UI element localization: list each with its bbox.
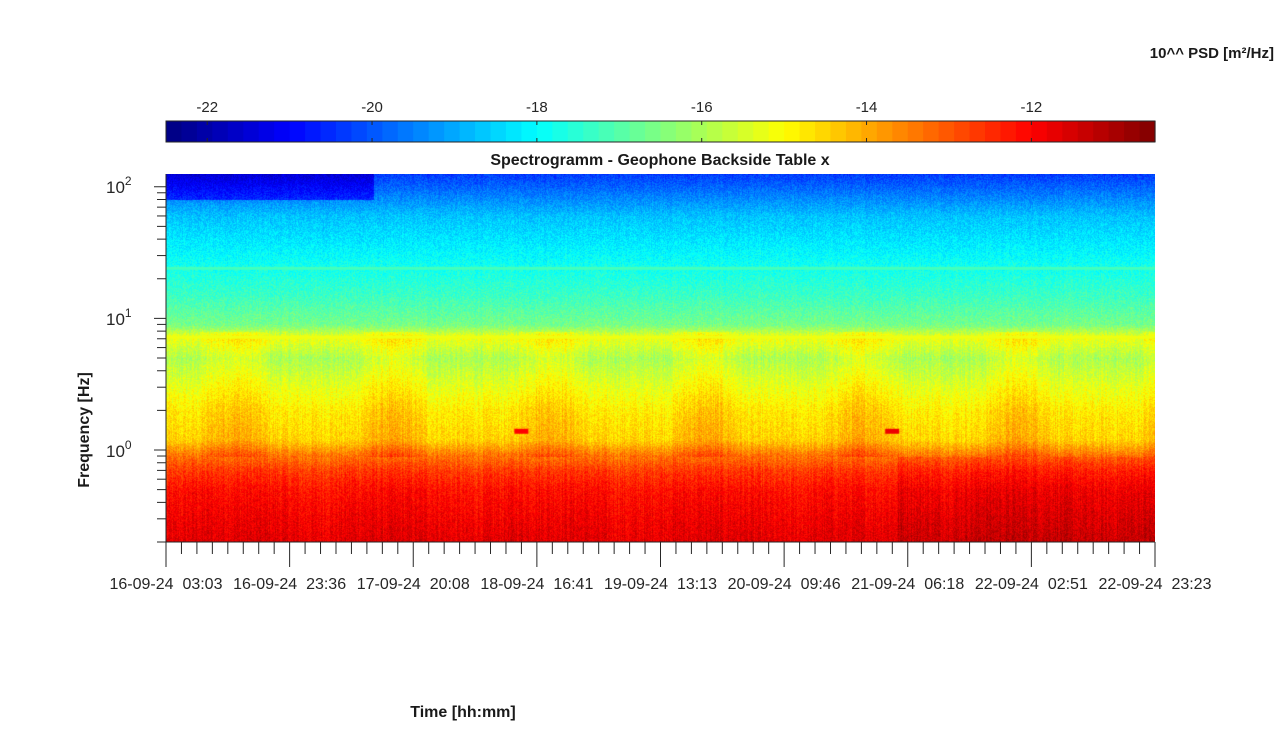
colorbar-cell — [583, 121, 600, 142]
colorbar-cell — [675, 121, 692, 142]
colorbar-cell — [243, 121, 260, 142]
colorbar-cell — [923, 121, 940, 142]
colorbar-cell — [567, 121, 584, 142]
colorbar-cell — [737, 121, 754, 142]
y-tick-label: 101 — [106, 306, 132, 329]
colorbar-cell — [552, 121, 569, 142]
x-tick-labels: 16-09-24 03:03 16-09-24 23:36 17-09-24 20:… — [110, 576, 1212, 593]
colorbar-cell — [289, 121, 306, 142]
colorbar-cell — [212, 121, 229, 142]
colorbar-cell — [459, 121, 476, 142]
colorbar-cell — [536, 121, 553, 142]
colorbar-cell — [196, 121, 213, 142]
colorbar-tick-label: -22 — [196, 99, 218, 116]
colorbar-cell — [166, 121, 183, 142]
y-tick-label: 102 — [106, 174, 132, 197]
colorbar-cell — [753, 121, 770, 142]
x-axis-label: Time [hh:mm] — [410, 704, 515, 721]
x-tick-label: 16-09-24 03:03 — [110, 576, 223, 593]
colorbar-cell — [1124, 121, 1141, 142]
x-tick-label: 20-09-24 09:46 — [728, 576, 841, 593]
colorbar-cell — [938, 121, 955, 142]
colorbar-cell — [907, 121, 924, 142]
x-tick-label: 17-09-24 20:08 — [357, 576, 470, 593]
colorbar-cell — [784, 121, 801, 142]
colorbar-cell — [258, 121, 275, 142]
colorbar-cell — [1015, 121, 1032, 142]
spectrogram-image — [166, 174, 1155, 542]
colorbar-cell — [985, 121, 1002, 142]
x-axis-ticks — [165, 542, 1156, 567]
colorbar-cell — [1093, 121, 1110, 142]
colorbar-cell — [645, 121, 662, 142]
colorbar-cell — [351, 121, 368, 142]
y-tick-label: 100 — [106, 438, 132, 461]
colorbar-cell — [799, 121, 816, 142]
colorbar-cell — [521, 121, 538, 142]
colorbar-cell — [1000, 121, 1017, 142]
x-tick-label: 21-09-24 06:18 — [851, 576, 964, 593]
colorbar-cell — [722, 121, 739, 142]
colorbar-cell — [181, 121, 198, 142]
colorbar-cell — [335, 121, 353, 142]
colorbar-cell — [1108, 121, 1125, 142]
colorbar-cell — [444, 121, 461, 142]
colorbar-cell — [413, 121, 430, 142]
colorbar-cell — [768, 121, 785, 142]
colorbar-cell — [227, 121, 244, 142]
colorbar-label: 10^^ PSD [m²/Hz] — [1150, 45, 1274, 62]
colorbar-cell — [706, 121, 723, 142]
colorbar-cell — [428, 121, 445, 142]
colorbar-cell — [629, 121, 646, 142]
colorbar-cell — [475, 121, 492, 142]
colorbar-cell — [598, 121, 615, 142]
x-tick-label: 18-09-24 16:41 — [480, 576, 593, 593]
colorbar-cell — [505, 121, 523, 142]
colorbar-cell — [1139, 121, 1156, 142]
colorbar-cell — [1046, 121, 1063, 142]
colorbar-cell — [861, 121, 878, 142]
colorbar-cell — [969, 121, 986, 142]
x-tick-label: 22-09-24 23:23 — [1099, 576, 1212, 593]
colorbar-cell — [815, 121, 832, 142]
colorbar-tick-label: -12 — [1021, 99, 1043, 116]
y-tick-labels: 100 101 102 — [106, 174, 132, 461]
colorbar-tick-label: -16 — [691, 99, 713, 116]
colorbar-cell — [274, 121, 291, 142]
colorbar-cell — [1062, 121, 1079, 142]
colorbar-cell — [614, 121, 631, 142]
colorbar-cell — [876, 121, 893, 142]
x-tick-label: 16-09-24 23:36 — [233, 576, 346, 593]
colorbar-cell — [366, 121, 383, 142]
plot-area — [165, 174, 1155, 543]
chart-title: Spectrogramm - Geophone Backside Table x — [490, 152, 829, 169]
colorbar-tick-label: -20 — [361, 99, 383, 116]
colorbar-cell — [397, 121, 414, 142]
colorbar-cell — [691, 121, 708, 142]
colorbar-cell — [830, 121, 847, 142]
x-tick-label: 19-09-24 13:13 — [604, 576, 717, 593]
x-tick-label: 22-09-24 02:51 — [975, 576, 1088, 593]
y-axis-label: Frequency [Hz] — [76, 372, 93, 488]
colorbar-cell — [954, 121, 971, 142]
y-axis-ticks — [154, 186, 166, 543]
colorbar-cell — [320, 121, 337, 142]
colorbar-cell — [490, 121, 507, 142]
colorbar-cell — [892, 121, 909, 142]
colorbar-cell — [1031, 121, 1048, 142]
colorbar-cell — [1077, 121, 1094, 142]
colorbar: -22 -20 -18 -16 -14 -12 — [165, 99, 1156, 143]
colorbar-frame — [165, 120, 1156, 143]
colorbar-cell — [845, 121, 862, 142]
colorbar-cell — [305, 121, 322, 142]
colorbar-cell — [660, 121, 677, 142]
colorbar-tick-label: -18 — [526, 99, 548, 116]
colorbar-tick-label: -14 — [856, 99, 878, 116]
colorbar-cell — [382, 121, 399, 142]
